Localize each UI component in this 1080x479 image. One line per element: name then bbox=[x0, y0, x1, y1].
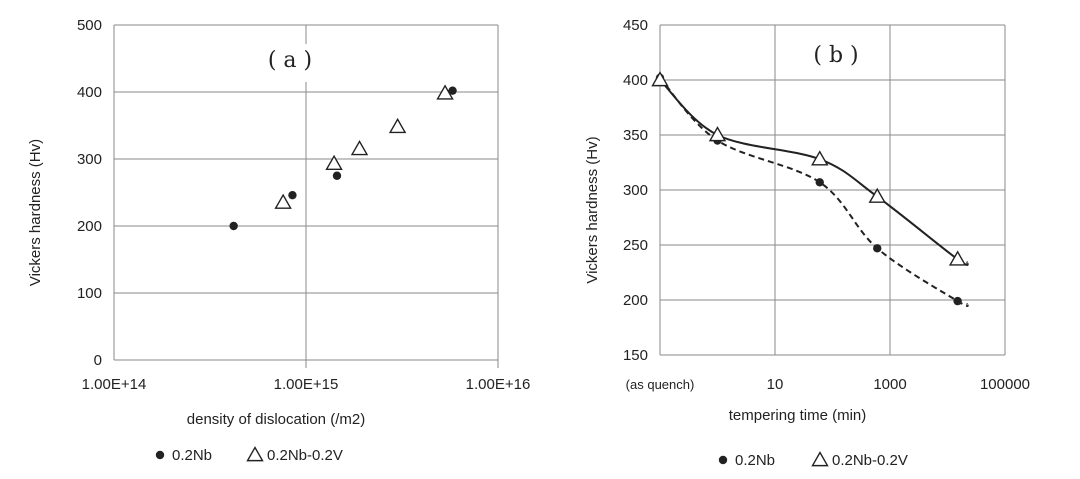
chart-b-curve-solid bbox=[659, 79, 969, 266]
chart-a-legend-label-0-2nb-0-2v: 0.2Nb-0.2V bbox=[267, 447, 343, 464]
chart-b-xlabel: tempering time (min) bbox=[729, 407, 867, 424]
chart-b-xtick-label: 100000 bbox=[980, 376, 1030, 393]
chart-b-ytick-label: 200 bbox=[623, 292, 648, 309]
chart-b-ytick-label: 250 bbox=[623, 237, 648, 254]
chart-b-lines bbox=[659, 77, 969, 307]
chart-b-legend: 0.2Nb 0.2Nb-0.2V bbox=[718, 451, 908, 469]
chart-b-legend-label-0-2nb-0-2v: 0.2Nb-0.2V bbox=[832, 452, 908, 469]
chart-b-panel-label: ( b ) bbox=[813, 43, 858, 68]
chart-a-ticks: 0 100 200 300 400 500 1.00E+14 1.00E+15 1.00E+16 bbox=[77, 17, 530, 393]
chart-b-legend-label-0-2nb: 0.2Nb bbox=[735, 452, 775, 469]
chart-a-legend-marker-0-2nb-0-2v-0 bbox=[246, 446, 264, 462]
chart-b-ylabel: Vickers hardness (Hv) bbox=[584, 136, 601, 283]
chart-b-panel-label-bg bbox=[806, 40, 868, 76]
chart-a-ytick-label: 400 bbox=[77, 84, 102, 101]
chart-b-ytick-label: 400 bbox=[623, 72, 648, 89]
chart-b-point-0-2nb-2 bbox=[815, 178, 824, 187]
chart-b-point-0-2nb-0-2v-2 bbox=[811, 150, 829, 166]
chart-a-ytick-label: 0 bbox=[94, 352, 102, 369]
chart-a-ytick-label: 100 bbox=[77, 285, 102, 302]
chart-a-xtick-label: 1.00E+16 bbox=[466, 376, 531, 393]
chart-a-ytick-label: 300 bbox=[77, 151, 102, 168]
chart-a-point-0-2nb-0-2v-2 bbox=[350, 140, 369, 156]
chart-a-point-0-2nb-0 bbox=[229, 221, 238, 231]
chart-b-ytick-label: 150 bbox=[623, 347, 648, 364]
chart-b-marks bbox=[651, 71, 967, 306]
chart-b-ytick-label: 300 bbox=[623, 182, 648, 199]
chart-a-point-0-2nb-0-2v-4 bbox=[436, 84, 454, 100]
chart-b-legend-marker-0-2nb-0-2v-0 bbox=[811, 451, 829, 467]
chart-a-ylabel: Vickers hardness (Hv) bbox=[27, 139, 44, 286]
chart-a-ytick-label: 200 bbox=[77, 218, 102, 235]
chart-a-point-0-2nb-3 bbox=[448, 86, 457, 95]
chart-a: 0 100 200 300 400 500 1.00E+14 1.00E+15 1.00E+16… bbox=[27, 17, 530, 464]
chart-b-xtick-label: 10 bbox=[767, 376, 784, 393]
chart-a-point-0-2nb-1 bbox=[288, 190, 297, 200]
chart-b-legend-marker-0-2nb-0 bbox=[718, 455, 728, 465]
chart-a-xtick-label: 1.00E+15 bbox=[274, 376, 339, 393]
chart-a-point-0-2nb-2 bbox=[332, 171, 342, 180]
chart-b-point-0-2nb-0-2v-0 bbox=[651, 71, 669, 87]
chart-a-marks bbox=[229, 84, 457, 231]
chart-a-grid bbox=[113, 24, 499, 368]
chart-a-panel-label-bg bbox=[258, 44, 322, 82]
chart-b-ytick-label: 450 bbox=[623, 17, 648, 34]
chart-b: 150 200 250 300 350 400 450 (as quench) 10 1000 10… bbox=[584, 17, 1030, 469]
chart-a-xlabel: density of dislocation (/m2) bbox=[187, 411, 365, 428]
chart-a-legend-label-0-2nb: 0.2Nb bbox=[172, 447, 212, 464]
chart-b-point-0-2nb-0-2v-4 bbox=[948, 250, 967, 266]
chart-a-legend: 0.2Nb 0.2Nb-0.2V bbox=[155, 446, 343, 464]
chart-a-legend-marker-0-2nb-0 bbox=[155, 450, 165, 460]
chart-b-point-0-2nb-0-2v-3 bbox=[868, 187, 886, 203]
chart-b-point-0-2nb-0-2v-1 bbox=[708, 126, 727, 142]
chart-a-ytick-label: 500 bbox=[77, 17, 102, 34]
chart-a-point-0-2nb-0-2v-3 bbox=[388, 117, 407, 134]
chart-b-ytick-label: 350 bbox=[623, 127, 648, 144]
chart-a-panel-label: ( a ) bbox=[268, 48, 312, 73]
chart-a-point-0-2nb-0-2v-0 bbox=[274, 193, 292, 209]
chart-b-ticks: 150 200 250 300 350 400 450 (as quench) 10 1000 10… bbox=[623, 17, 1030, 393]
chart-b-xtick-label: 1000 bbox=[873, 376, 906, 393]
chart-b-point-0-2nb-4 bbox=[953, 296, 962, 306]
chart-b-curve-dashed bbox=[659, 77, 969, 307]
chart-a-point-0-2nb-0-2v-1 bbox=[325, 154, 343, 171]
chart-b-xtick-label: (as quench) bbox=[626, 377, 695, 392]
chart-a-xtick-label: 1.00E+14 bbox=[82, 376, 147, 393]
chart-b-point-0-2nb-3 bbox=[873, 244, 882, 253]
